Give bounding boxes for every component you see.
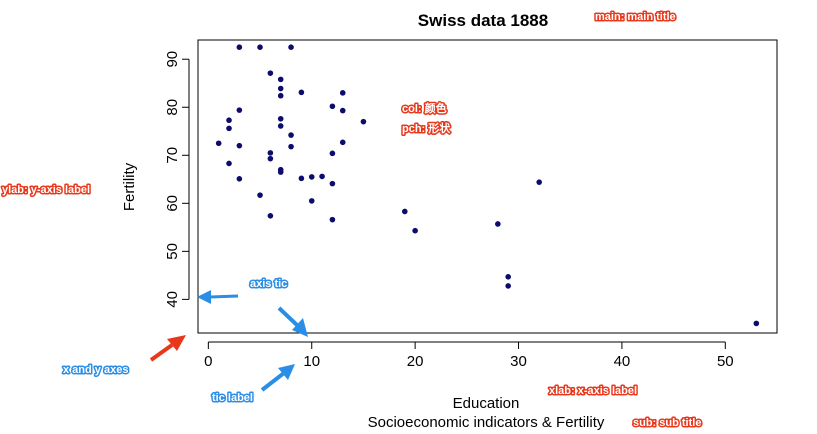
data-point	[339, 139, 346, 146]
data-point	[226, 125, 232, 132]
y-tick-label: 40	[164, 291, 181, 308]
annotation-main: main: main title	[595, 11, 676, 23]
data-point	[226, 117, 232, 124]
data-point	[495, 221, 501, 227]
y-tick-label: 70	[164, 147, 181, 164]
x-tick-label: 40	[614, 353, 631, 370]
x-tick-label: 10	[303, 353, 320, 370]
data-point	[267, 155, 274, 162]
data-point	[277, 92, 284, 99]
data-point	[288, 143, 294, 150]
data-point	[277, 76, 284, 83]
annotation-sub: sub: sub title	[633, 417, 701, 429]
data-point	[401, 208, 408, 215]
y-tick-label: 60	[164, 195, 181, 212]
data-point	[277, 123, 284, 129]
y-tick-label: 90	[164, 51, 181, 68]
data-point	[339, 107, 346, 114]
data-point	[277, 169, 284, 175]
data-point	[236, 176, 243, 182]
annotation-tic-label: tic label	[212, 392, 253, 404]
data-point	[308, 198, 315, 204]
y-tick-label: 80	[164, 99, 181, 116]
x-axis-label: Education	[453, 395, 520, 412]
annotation-xlab: xlab: x-axis label	[549, 385, 637, 397]
data-point	[298, 175, 305, 182]
data-point	[277, 115, 284, 122]
data-point	[277, 85, 284, 92]
annotation-pch: pch: 形状	[402, 121, 451, 135]
data-point	[308, 174, 315, 180]
data-point	[298, 89, 305, 96]
data-point	[236, 44, 243, 51]
y-axis-label: Fertility	[121, 162, 138, 211]
x-tick-label: 30	[510, 353, 527, 370]
x-tick-label: 0	[204, 353, 212, 370]
y-tick-label: 50	[164, 243, 181, 260]
data-point	[505, 274, 511, 280]
data-point	[329, 216, 336, 223]
data-point	[257, 192, 263, 198]
data-point	[360, 118, 367, 125]
arrow-axes	[149, 335, 186, 362]
data-point	[267, 213, 274, 219]
plot-frame	[197, 39, 778, 334]
chart-subtitle: Socioeconomic indicators & Fertility	[368, 414, 605, 431]
annotation-axis-tic: axis tic	[250, 278, 287, 290]
data-point	[236, 107, 243, 113]
y-axis: 40 50 60 70 80 90	[164, 51, 190, 308]
data-point	[226, 160, 232, 167]
data-point	[753, 320, 760, 327]
data-point	[288, 44, 294, 51]
arrow-axis-tic-to-ytick	[197, 290, 239, 304]
data-point	[267, 150, 274, 156]
data-point	[267, 70, 274, 76]
data-point	[339, 90, 346, 96]
data-point	[536, 179, 542, 185]
data-point	[319, 173, 325, 180]
data-points	[215, 44, 760, 327]
annotation-axes: x and y axes	[63, 364, 128, 376]
x-tick-label: 50	[717, 353, 734, 370]
data-point	[236, 142, 243, 149]
data-point	[215, 140, 222, 147]
data-point	[412, 227, 418, 234]
data-point	[288, 132, 294, 138]
arrow-axis-tic-to-xtick	[277, 306, 308, 337]
data-point	[329, 150, 336, 157]
arrow-tic-label	[260, 364, 295, 392]
x-tick-label: 20	[407, 353, 424, 370]
data-point	[329, 180, 336, 187]
data-point	[329, 103, 336, 110]
data-point	[257, 44, 263, 51]
annotation-col: col: 颜色	[402, 101, 447, 115]
chart-title: Swiss data 1888	[418, 11, 548, 30]
x-axis: 0 10 20 30 40 50	[204, 341, 734, 370]
data-point	[505, 283, 511, 289]
annotation-ylab: ylab: y-axis label	[2, 184, 90, 196]
